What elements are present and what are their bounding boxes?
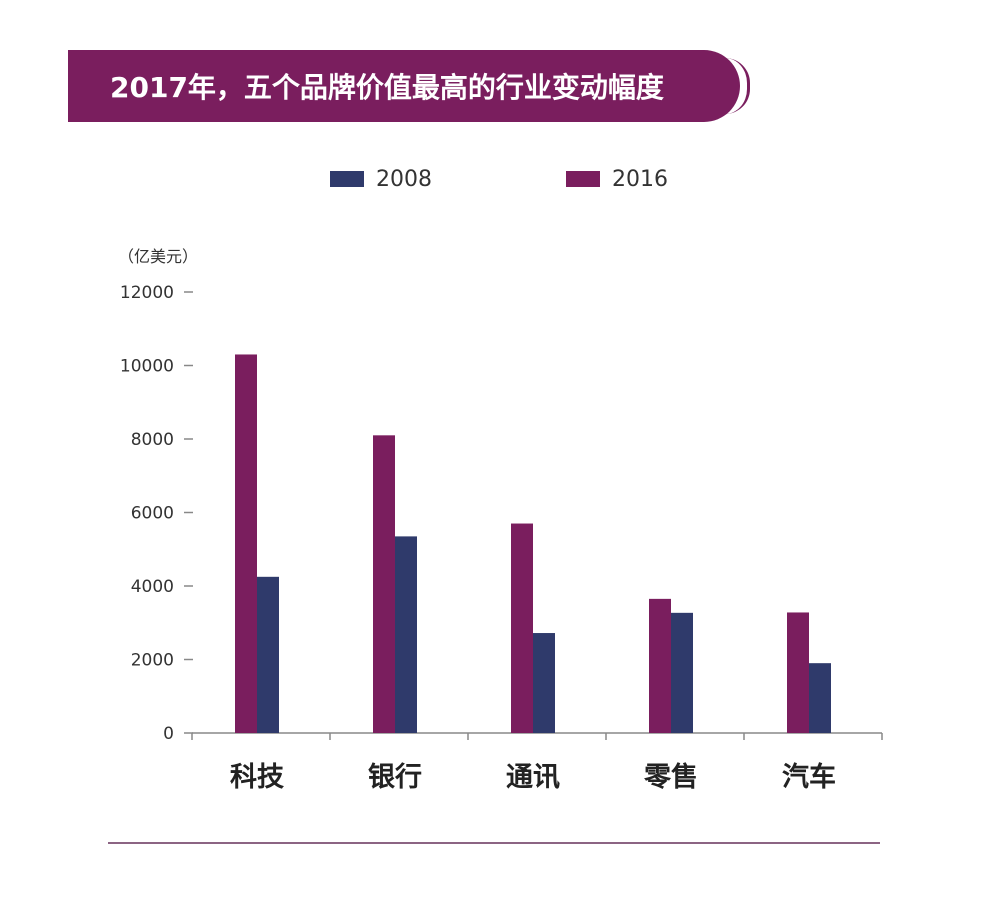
title-banner: 2017年，五个品牌价值最高的行业变动幅度 xyxy=(68,50,750,122)
legend-swatch-2016 xyxy=(566,171,600,187)
x-tick-label-汽车: 汽车 xyxy=(782,761,836,793)
x-tick-label-科技: 科技 xyxy=(230,762,284,793)
bar-2008-银行 xyxy=(395,536,417,733)
legend-label-2008: 2008 xyxy=(376,167,432,192)
bar-2016-银行 xyxy=(373,435,395,733)
bar-2008-零售 xyxy=(671,612,693,733)
y-tick-label-12000: 12000 xyxy=(120,283,174,303)
chart-title: 2017年，五个品牌价值最高的行业变动幅度 xyxy=(110,71,664,104)
x-tick-label-银行: 银行 xyxy=(368,761,422,793)
bottom-divider xyxy=(108,842,880,844)
bar-2016-通讯 xyxy=(511,523,533,733)
bar-2008-汽车 xyxy=(809,663,831,733)
bar-2016-零售 xyxy=(649,598,671,733)
y-tick-label-10000: 10000 xyxy=(120,357,174,377)
y-tick-label-4000: 4000 xyxy=(131,577,174,597)
legend-swatch-2008 xyxy=(330,171,364,187)
y-axis-unit-label: （亿美元） xyxy=(118,247,199,266)
bar-2016-科技 xyxy=(235,354,257,733)
y-tick-label-0: 0 xyxy=(163,724,174,744)
x-tick-label-通讯: 通讯 xyxy=(506,762,560,793)
y-tick-label-6000: 6000 xyxy=(131,504,174,524)
y-tick-label-2000: 2000 xyxy=(131,651,174,671)
bar-2016-汽车 xyxy=(787,612,809,733)
y-tick-label-8000: 8000 xyxy=(131,430,174,450)
legend-label-2016: 2016 xyxy=(612,167,668,192)
bar-2008-通讯 xyxy=(533,633,555,733)
bar-2008-科技 xyxy=(257,576,279,733)
x-tick-label-零售: 零售 xyxy=(643,761,698,793)
